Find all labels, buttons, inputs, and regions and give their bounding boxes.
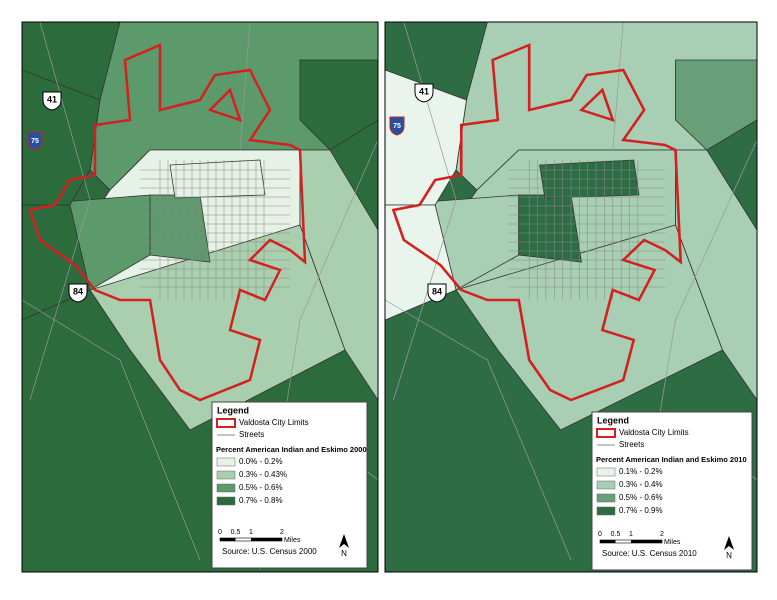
us-shield — [42, 91, 62, 111]
scale-tick: 1 — [629, 531, 633, 538]
census-tract — [518, 194, 582, 263]
shield-label: 84 — [432, 286, 442, 296]
road — [612, 22, 624, 151]
legend-label: Streets — [239, 430, 264, 439]
legend-title: Legend — [597, 415, 629, 425]
north-arrow — [724, 536, 734, 550]
road — [29, 22, 91, 401]
legend-box — [591, 411, 753, 571]
legend-label: 0.0% - 0.2% — [239, 457, 283, 466]
source-note: Source: U.S. Census 2010 — [602, 549, 697, 558]
shield-label: 84 — [73, 286, 83, 296]
legend-swatch — [216, 457, 236, 467]
road — [385, 299, 572, 561]
road — [22, 299, 201, 561]
shield-label: 75 — [31, 138, 39, 145]
census-tract — [385, 69, 467, 206]
legend-swatch — [596, 506, 616, 516]
legend-label: Valdosta City Limits — [619, 428, 689, 437]
north-label: N — [341, 549, 347, 558]
scale-bar — [251, 538, 282, 541]
legend-swatch — [596, 428, 616, 438]
map-body — [22, 22, 378, 572]
us-shield — [427, 283, 447, 303]
scale-unit: Miles — [664, 539, 681, 546]
north-arrow — [339, 534, 349, 548]
scale-unit: Miles — [284, 537, 301, 544]
us-shield — [414, 83, 434, 103]
legend-label: 0.3% - 0.43% — [239, 470, 287, 479]
city-limits — [28, 43, 307, 402]
census-tract — [149, 194, 211, 263]
shield-label: 75 — [393, 123, 401, 130]
scale-bar — [631, 540, 662, 543]
legend-label: Valdosta City Limits — [239, 418, 309, 427]
legend-heading: Percent American Indian and Eskimo 2010 — [596, 455, 747, 464]
road — [393, 22, 457, 401]
legend-swatch — [596, 493, 616, 503]
scale-tick: 0 — [218, 529, 222, 536]
panel-border — [384, 21, 758, 573]
legend-swatch — [216, 483, 236, 493]
scale-bar — [600, 540, 616, 543]
legend-title: Legend — [217, 405, 249, 415]
scale-tick: 2 — [660, 531, 664, 538]
scale-tick: 0.5 — [611, 531, 621, 538]
scale-tick: 2 — [280, 529, 284, 536]
legend-label: 0.1% - 0.2% — [619, 467, 663, 476]
source-note: Source: U.S. Census 2000 — [222, 547, 317, 556]
road — [239, 22, 251, 151]
shield-label: 41 — [47, 94, 57, 104]
panel-border — [21, 21, 379, 573]
scale-tick: 0.5 — [231, 529, 241, 536]
interstate-shield — [27, 131, 43, 151]
legend-label: 0.7% - 0.9% — [619, 506, 663, 515]
legend-label: Streets — [619, 440, 644, 449]
census-tract — [89, 224, 346, 431]
interstate-shield — [389, 116, 405, 136]
census-tract — [675, 59, 757, 151]
legend-heading: Percent American Indian and Eskimo 2000 — [216, 445, 367, 454]
legend-swatch — [596, 467, 616, 477]
legend-swatch — [596, 480, 616, 490]
scale-tick: 0 — [598, 531, 602, 538]
legend-label: 0.7% - 0.8% — [239, 496, 283, 505]
north-label: N — [726, 551, 732, 560]
census-tract — [299, 59, 378, 151]
legend-swatch — [216, 418, 236, 428]
city-limits — [391, 43, 683, 402]
census-tract — [22, 69, 101, 206]
map-panel — [22, 22, 378, 572]
legend-label: 0.3% - 0.4% — [619, 480, 663, 489]
scale-tick: 1 — [249, 529, 253, 536]
legend-label: 0.5% - 0.6% — [619, 493, 663, 502]
census-tract — [455, 224, 724, 431]
legend-swatch — [216, 470, 236, 480]
scale-bar — [220, 538, 236, 541]
legend-label: 0.5% - 0.6% — [239, 483, 283, 492]
legend-swatch — [216, 496, 236, 506]
shield-label: 41 — [419, 86, 429, 96]
us-shield — [68, 283, 88, 303]
